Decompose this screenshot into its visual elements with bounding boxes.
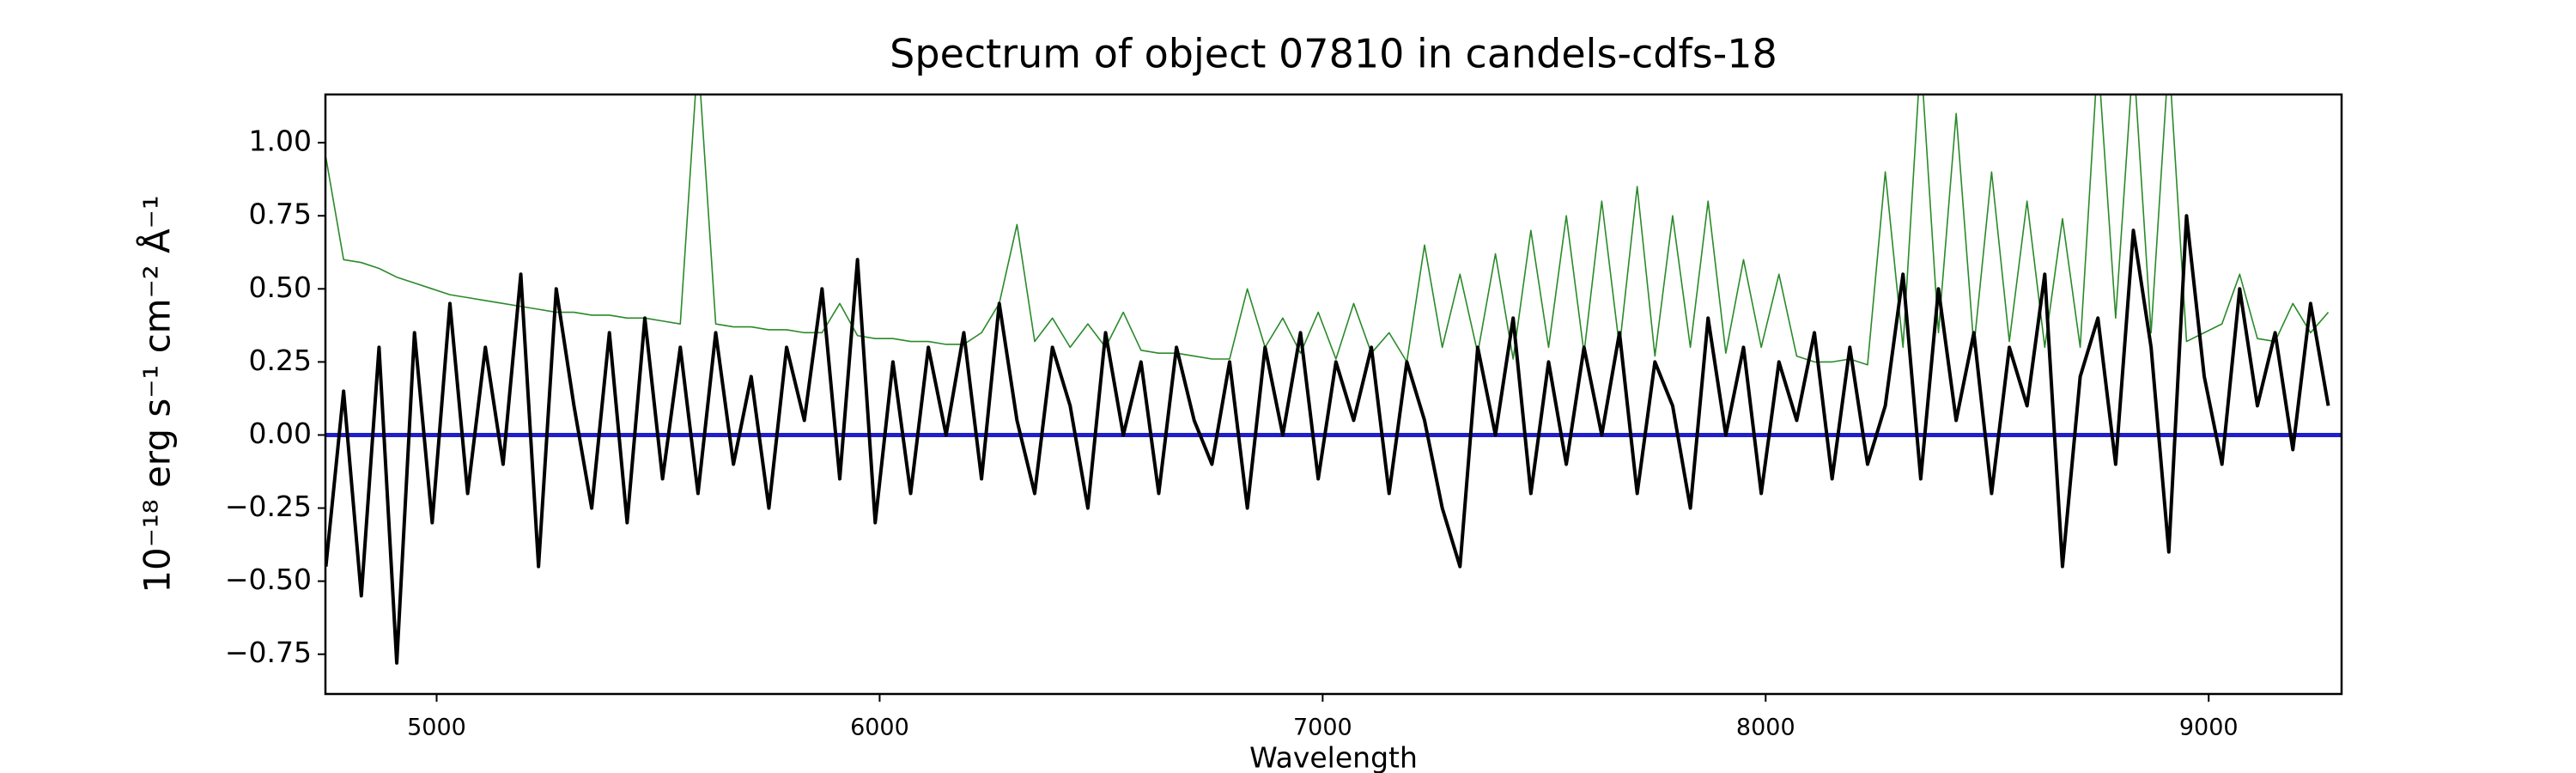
y-axis-label: 10⁻¹⁸ erg s⁻¹ cm⁻² Å⁻¹: [136, 195, 179, 593]
chart-title: Spectrum of object 07810 in candels-cdfs…: [890, 31, 1777, 77]
y-tick-label: −0.25: [225, 490, 312, 523]
y-tick-label: 0.00: [249, 417, 312, 450]
y-tick-label: 0.75: [249, 198, 312, 231]
x-tick-label: 6000: [850, 715, 909, 741]
spectrum-line: [325, 94, 2330, 366]
y-tick-label: 1.00: [249, 125, 312, 158]
y-tick-label: 0.25: [249, 344, 312, 377]
spectrum-line: [325, 214, 2330, 665]
x-tick-label: 8000: [1736, 715, 1795, 741]
x-tick-label: 5000: [407, 715, 466, 741]
y-tick-label: −0.50: [225, 563, 312, 596]
x-axis-label: Wavelength: [1249, 741, 1418, 773]
plot-area: [325, 94, 2342, 665]
x-tick-label: 9000: [2179, 715, 2239, 741]
y-tick-label: −0.75: [225, 636, 312, 669]
y-tick-label: 0.50: [249, 271, 312, 304]
plot-frame: [324, 93, 2343, 696]
x-tick-label: 7000: [1293, 715, 1352, 741]
